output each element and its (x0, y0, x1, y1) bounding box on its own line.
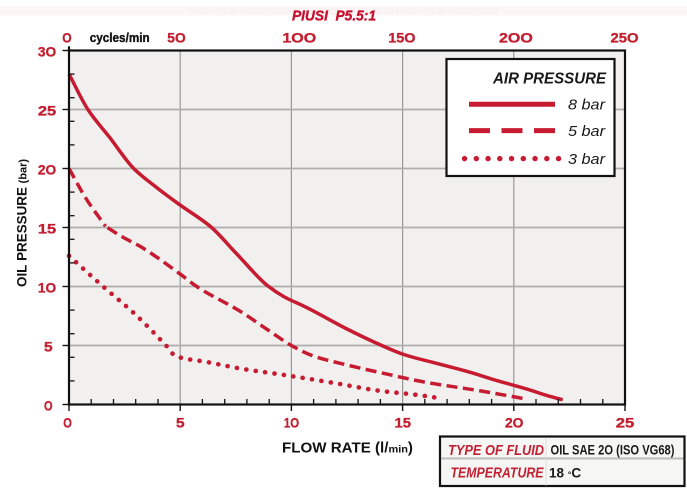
svg-text:15: 15 (38, 220, 57, 236)
svg-text:25O: 25O (611, 30, 639, 46)
svg-text:O: O (63, 415, 72, 431)
svg-text:3O: 3O (38, 43, 56, 59)
svg-text:TEMPERATURE: TEMPERATURE (451, 465, 545, 482)
svg-text:OIL PRESSURE (bar): OIL PRESSURE (bar) (15, 159, 30, 287)
svg-text:25: 25 (38, 102, 57, 118)
svg-text:25: 25 (616, 415, 635, 431)
svg-text:2OO: 2OO (499, 30, 533, 46)
svg-text:AIR PRESSURE: AIR PRESSURE (492, 71, 607, 88)
svg-text:2O: 2O (505, 415, 524, 431)
svg-text:2O: 2O (38, 161, 56, 177)
svg-text:5: 5 (44, 338, 53, 354)
svg-text:3 bar: 3 bar (568, 152, 606, 168)
svg-text:5 bar: 5 bar (568, 124, 606, 140)
svg-text:1O: 1O (38, 279, 56, 295)
svg-text:O: O (62, 30, 71, 46)
svg-text:18 °C: 18 °C (549, 466, 581, 481)
svg-text:15: 15 (395, 415, 412, 431)
svg-text:5: 5 (176, 415, 185, 431)
svg-text:1OO: 1OO (282, 30, 316, 46)
svg-text:TYPE OF FLUID: TYPE OF FLUID (448, 442, 544, 459)
svg-text:PIUSI P5.5:1: PIUSI P5.5:1 (292, 9, 376, 25)
svg-text:5O: 5O (167, 30, 185, 46)
svg-text:1O: 1O (284, 415, 299, 431)
svg-text:8 bar: 8 bar (568, 98, 606, 114)
svg-text:FLOW RATE (l/min): FLOW RATE (l/min) (282, 441, 413, 457)
svg-text:PIUSI PIUSI PIUSI PIUSI PIUSI: PIUSI PIUSI PIUSI PIUSI PIUSI PIUSI PIUS… (188, 6, 498, 16)
svg-text:cycles/min: cycles/min (90, 31, 150, 45)
svg-text:15O: 15O (388, 30, 415, 46)
svg-text:OIL SAE 2O (ISO VG68): OIL SAE 2O (ISO VG68) (551, 443, 675, 458)
svg-text:O: O (44, 397, 53, 413)
